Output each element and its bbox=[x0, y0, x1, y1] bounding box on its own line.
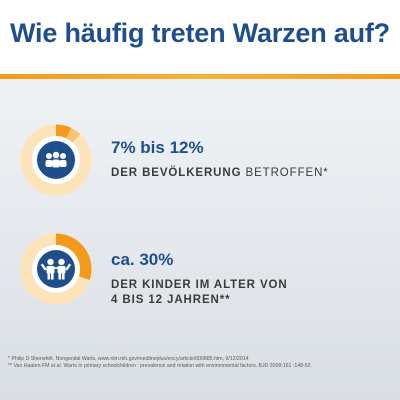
ring-segment-low bbox=[56, 124, 72, 139]
footnote-1: * Philip D Shenefelt, Nongenital Warts, … bbox=[8, 356, 249, 362]
stat-description-children: DER KINDER IM ALTER VON 4 BIS 12 JAHREN*… bbox=[111, 278, 288, 308]
donut-svg-children bbox=[20, 233, 92, 305]
group-of-people-icon bbox=[45, 151, 67, 168]
footnote-2: ** Van Haaten FM et.al. Warts in primary… bbox=[8, 363, 312, 369]
stat-description-line2: 4 BIS 12 JAHREN** bbox=[111, 294, 231, 306]
two-children-icon bbox=[40, 258, 72, 280]
stat-percent-population: 7% bis 12% bbox=[111, 138, 204, 157]
stat-description-bold: DER BEVÖLKERUNG bbox=[111, 167, 242, 179]
page-title: Wie häufig treten Warzen auf? bbox=[10, 18, 390, 48]
header-bar: Wie häufig treten Warzen auf? bbox=[0, 0, 400, 74]
stat-description-population: DER BEVÖLKERUNG BETROFFEN* bbox=[111, 166, 329, 181]
stat-description-light: BETROFFEN* bbox=[241, 167, 329, 179]
donut-chart-population bbox=[20, 124, 92, 196]
accent-stripe bbox=[0, 74, 400, 79]
footnotes: * Philip D Shenefelt, Nongenital Warts, … bbox=[8, 356, 394, 370]
donut-svg-population bbox=[20, 124, 92, 196]
stat-description-line1: DER KINDER IM ALTER VON bbox=[111, 279, 288, 291]
donut-chart-children bbox=[20, 233, 92, 305]
stat-percent-children: ca. 30% bbox=[111, 250, 174, 269]
ring-segment-children bbox=[56, 233, 92, 280]
